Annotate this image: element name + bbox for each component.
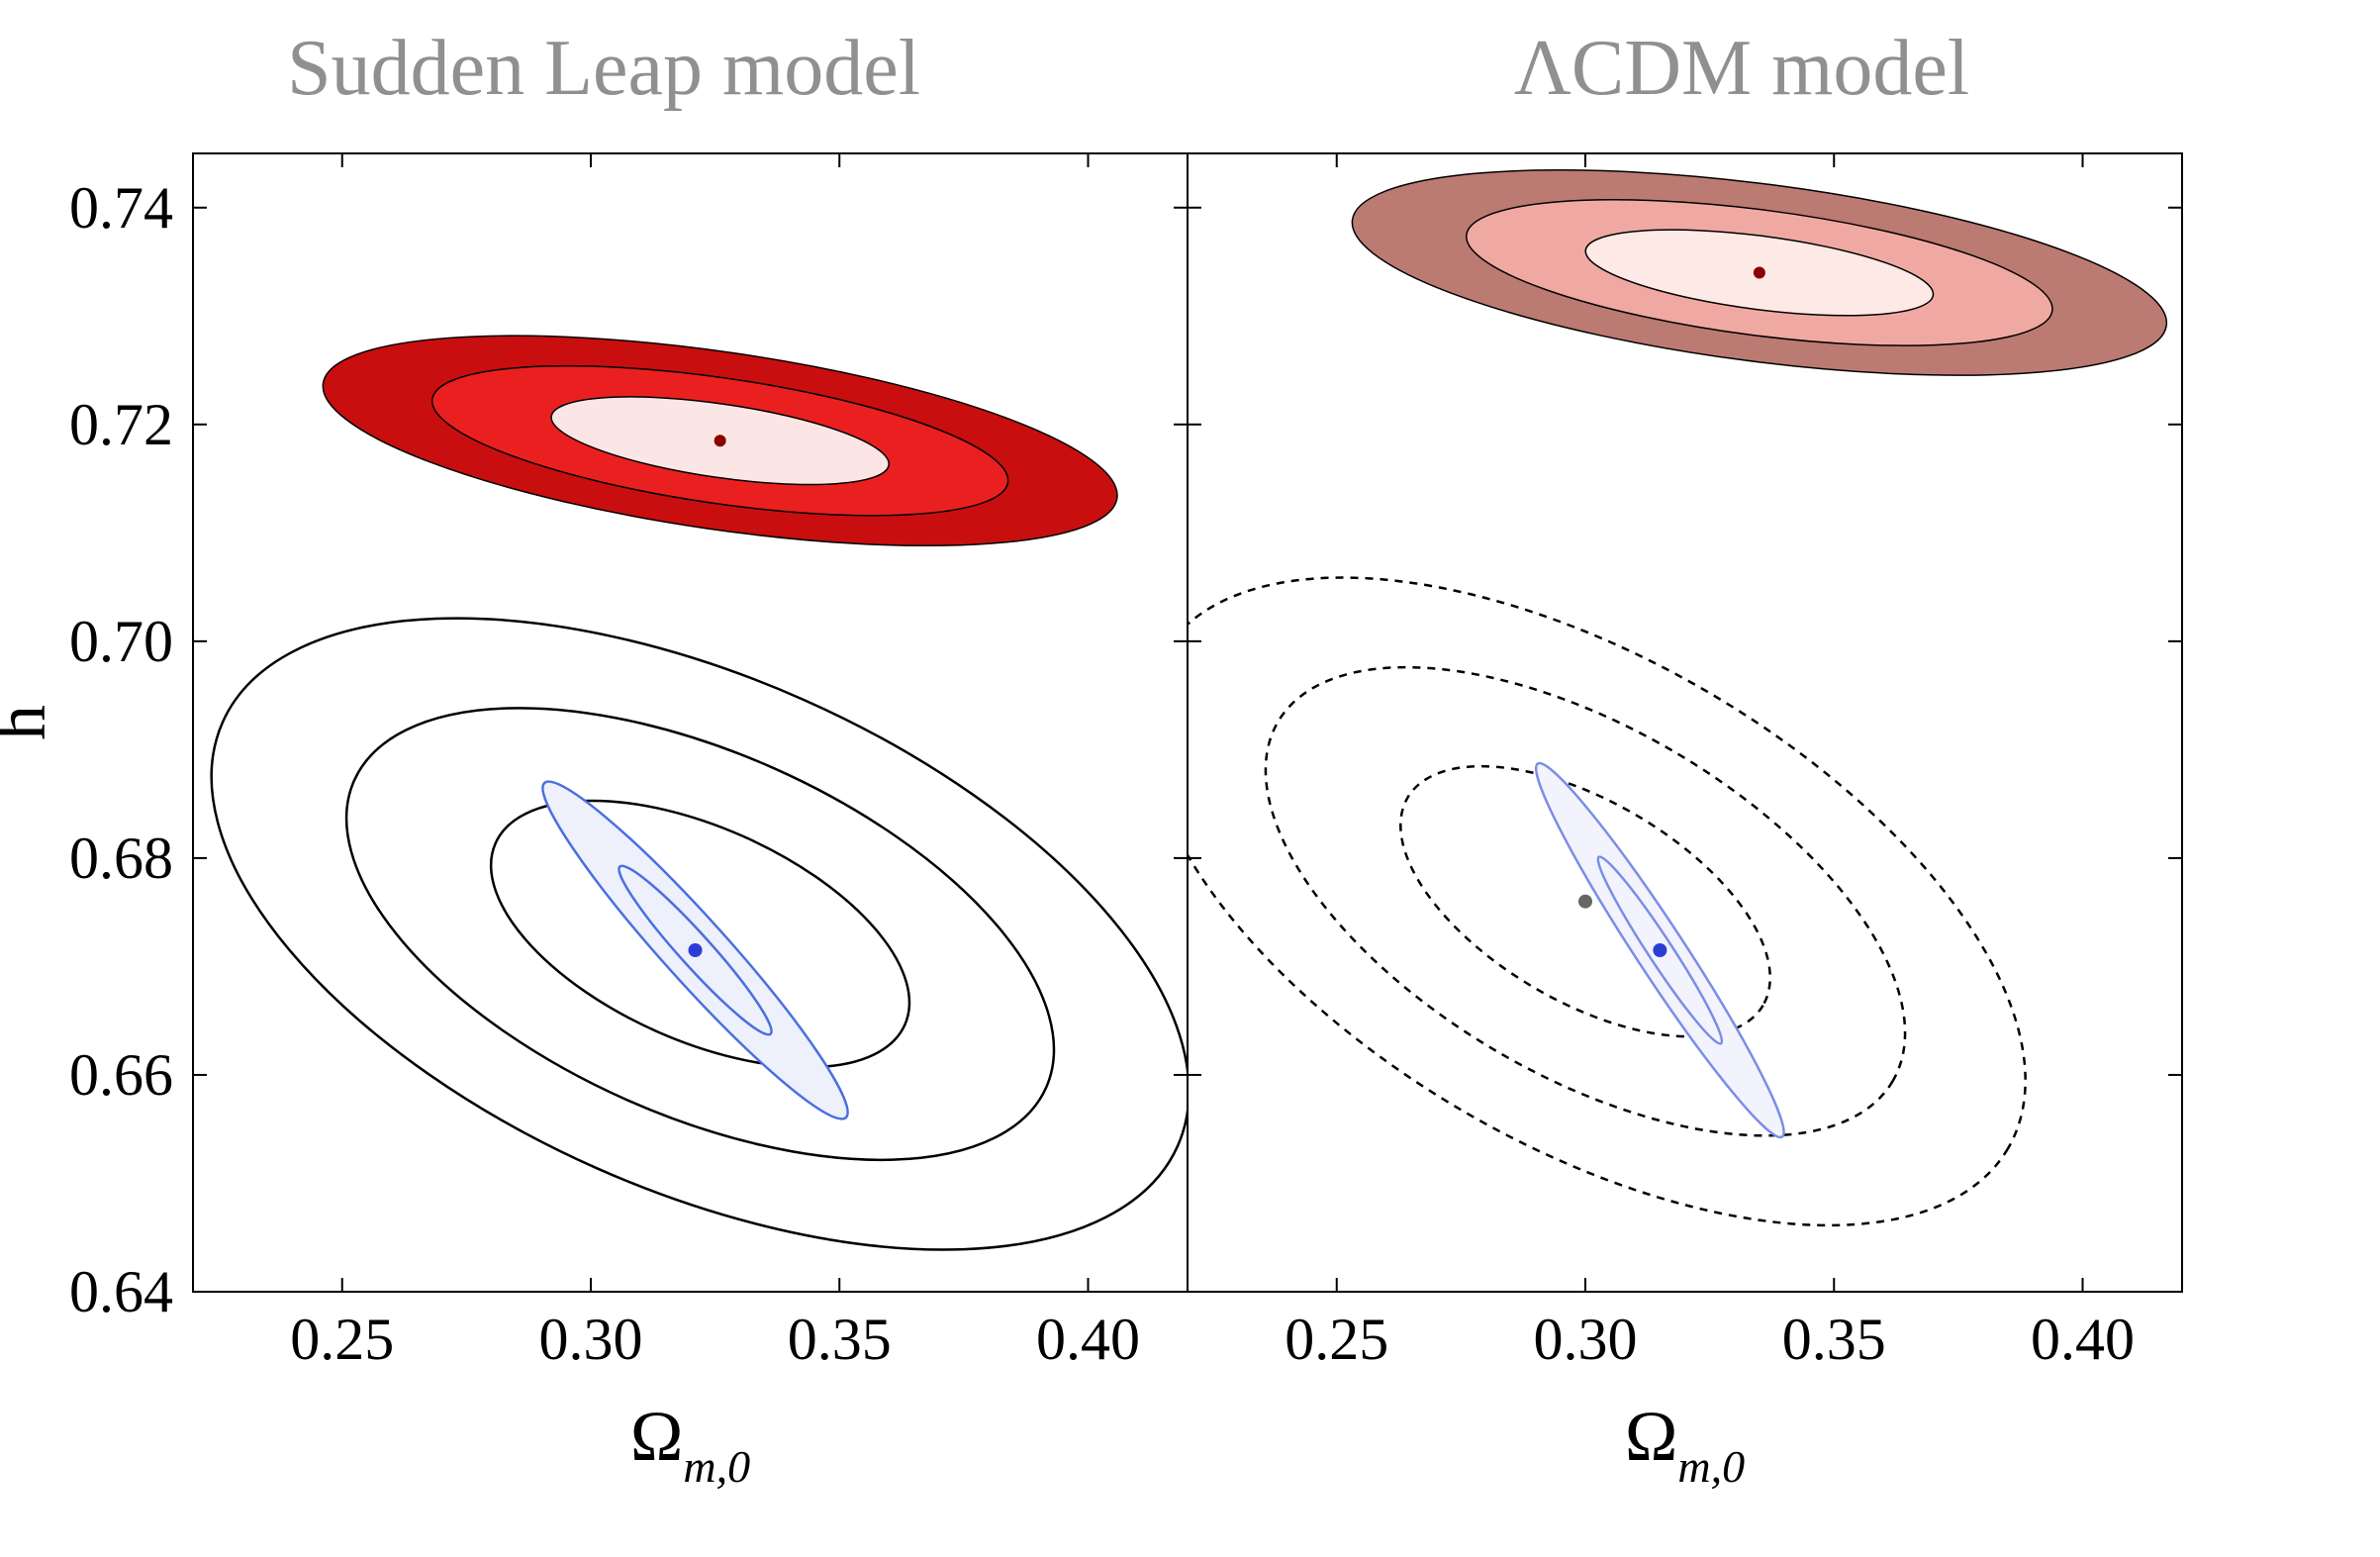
x-tick-label: 0.35 (1782, 1307, 1886, 1372)
x-tick-label: 0.35 (788, 1307, 892, 1372)
x-tick-label: 0.40 (2031, 1307, 2135, 1372)
panel-title-right: ΛCDM model (1514, 25, 1969, 112)
y-tick-label: 0.72 (69, 392, 173, 457)
y-tick-label: 0.68 (69, 826, 173, 891)
y-axis-label: h (0, 705, 60, 740)
y-tick-label: 0.70 (69, 609, 173, 674)
y-tick-label: 0.64 (69, 1259, 173, 1324)
x-tick-label: 0.40 (1036, 1307, 1140, 1372)
figure-container: 0.25 0.30 0.35 0.40 0.64 0.66 0.68 0.70 0.72 0.74… (0, 0, 2380, 1557)
x-tick-label: 0.25 (1285, 1307, 1388, 1372)
panel-title-left: Sudden Leap model (287, 25, 920, 112)
x-tick-label: 0.30 (539, 1307, 643, 1372)
y-tick-label: 0.74 (69, 175, 173, 241)
x-tick-label: 0.30 (1534, 1307, 1638, 1372)
y-tick-label: 0.66 (69, 1042, 173, 1108)
x-tick-label: 0.25 (290, 1307, 394, 1372)
